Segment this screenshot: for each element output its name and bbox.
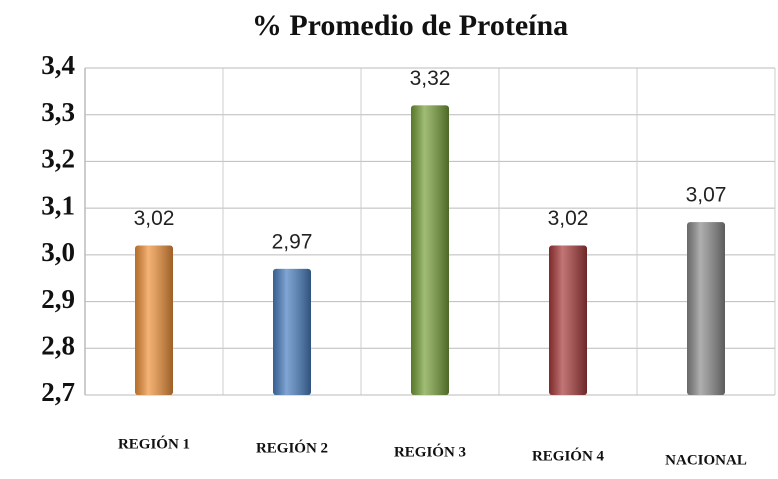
- x-tick-label: REGIÓN 4: [532, 447, 605, 464]
- y-tick-label: 2,8: [41, 330, 75, 360]
- y-tick-label: 3,2: [41, 144, 75, 174]
- y-tick-label: 2,9: [41, 284, 75, 314]
- bar-highlight: [687, 222, 725, 395]
- value-label: 3,02: [548, 207, 589, 230]
- y-tick-label: 3,4: [41, 50, 75, 80]
- bar-highlight: [549, 245, 587, 395]
- x-tick-label: NACIONAL: [665, 452, 747, 468]
- y-tick-label: 3,3: [41, 97, 75, 127]
- value-label: 3,07: [686, 184, 727, 207]
- bar-highlight: [411, 105, 449, 395]
- x-tick-label: REGIÓN 1: [118, 435, 190, 452]
- y-tick-label: 3,0: [41, 237, 75, 267]
- value-label: 2,97: [272, 230, 313, 253]
- chart-title: % Promedio de Proteína: [252, 9, 568, 42]
- x-tick-label: REGIÓN 2: [256, 439, 328, 456]
- value-label: 3,02: [134, 207, 175, 230]
- x-tick-label: REGIÓN 3: [394, 443, 466, 460]
- bar-highlight: [135, 245, 173, 395]
- y-tick-label: 3,1: [41, 190, 75, 220]
- bar-highlight: [273, 268, 311, 395]
- y-tick-label: 2,7: [41, 377, 75, 407]
- value-label: 3,32: [410, 67, 451, 90]
